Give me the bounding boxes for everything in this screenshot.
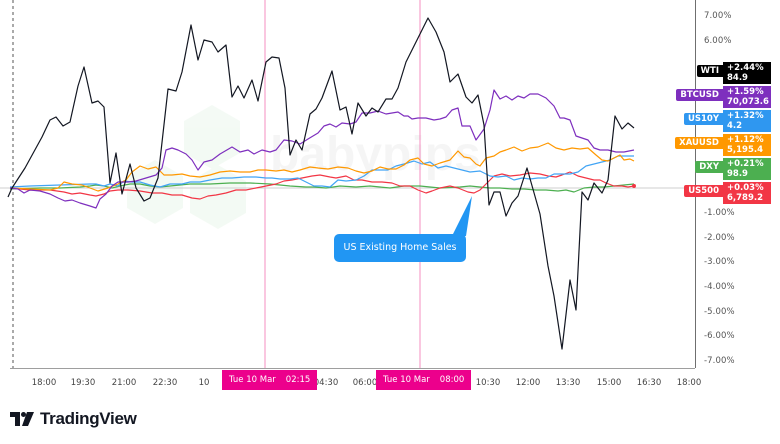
- legend-tag-symbol: US10Y: [683, 113, 723, 125]
- watermark: [127, 105, 246, 229]
- legend-tag-xauusd[interactable]: XAUUSD +1.12% 5,195.4: [675, 134, 771, 156]
- time-axis-tick: 18:00: [31, 378, 57, 388]
- price-axis-tick: -5.00%: [704, 307, 735, 317]
- price-axis-tick: -1.00%: [704, 208, 735, 218]
- legend-tag-us10y[interactable]: US10Y +1.32% 4.2: [683, 110, 771, 132]
- event-callout-us-existing-home-sales[interactable]: US Existing Home Sales: [334, 234, 466, 262]
- time-axis-tick: 21:00: [111, 378, 137, 388]
- legend-tag-change: +1.32%: [727, 111, 764, 121]
- time-axis-tick: 10:30: [475, 378, 501, 388]
- price-axis-tick: 7.00%: [704, 11, 732, 21]
- legend-tag-symbol: WTI: [696, 65, 723, 77]
- price-axis-tick: -4.00%: [704, 282, 735, 292]
- time-marker-0215: Tue 10 Mar 02:15: [222, 370, 318, 390]
- time-axis-tick: 18:00: [676, 378, 702, 388]
- legend-tag-change: +2.44%: [727, 63, 764, 73]
- series-line-us10y[interactable]: [9, 155, 634, 188]
- legend-tag-value: 84.9: [727, 73, 748, 83]
- price-axis-tick: -3.00%: [704, 257, 735, 267]
- price-axis-tick: -7.00%: [704, 356, 735, 366]
- legend-tag-wti[interactable]: WTI +2.44% 84.9: [696, 62, 771, 84]
- legend-tag-change: +1.12%: [727, 135, 764, 145]
- price-axis-tick: 6.00%: [704, 36, 732, 46]
- tradingview-logo[interactable]: TradingView: [10, 409, 137, 429]
- plot-canvas[interactable]: babypips: [0, 0, 695, 368]
- tradingview-logo-text: TradingView: [40, 409, 137, 428]
- series-line-wti[interactable]: [7, 17, 635, 350]
- time-axis-tick: 12:00: [515, 378, 541, 388]
- time-axis-tick: 19:30: [70, 378, 96, 388]
- series-line-xauusd[interactable]: [9, 142, 635, 192]
- legend-tag-us500[interactable]: US500 +0.03% 6,789.2: [684, 182, 771, 204]
- time-marker-0800: Tue 10 Mar 08:00: [376, 370, 472, 390]
- legend-tag-change: +0.21%: [727, 159, 764, 169]
- legend-tag-change: +0.03%: [727, 183, 764, 193]
- legend-tag-value: 5,195.4: [727, 145, 764, 155]
- legend-tag-symbol: XAUUSD: [675, 137, 723, 149]
- us500-last-point: [632, 184, 636, 188]
- chart-pane[interactable]: babypips US Existing Home Sales: [0, 0, 695, 368]
- time-axis-tick: 06:00: [352, 378, 378, 388]
- legend-tag-symbol: DXY: [695, 161, 723, 173]
- time-axis-tick: 10: [198, 378, 210, 388]
- legend-tag-symbol: BTCUSD: [676, 89, 723, 101]
- time-axis-tick: 16:30: [636, 378, 662, 388]
- series-line-dxy[interactable]: [9, 182, 635, 193]
- price-axis[interactable]: 7.00% 6.00% -1.00% -2.00% -3.00% -4.00% -5.00%…: [675, 0, 780, 368]
- legend-tag-value: 98.9: [727, 169, 748, 179]
- time-axis-tick: 22:30: [152, 378, 178, 388]
- tradingview-logo-icon: [10, 412, 34, 426]
- legend-tag-dxy[interactable]: DXY +0.21% 98.9: [695, 158, 771, 180]
- legend-tag-value: 6,789.2: [727, 193, 764, 203]
- series-line-btcusd[interactable]: [9, 89, 635, 209]
- time-axis-tick: 15:00: [596, 378, 622, 388]
- time-axis-tick: 04:30: [313, 378, 339, 388]
- time-axis-tick: 13:30: [555, 378, 581, 388]
- callout-pointer: [452, 196, 472, 236]
- watermark-text: babypips: [270, 128, 481, 181]
- legend-tag-value: 4.2: [727, 121, 743, 131]
- series-layer: [7, 17, 635, 350]
- time-axis[interactable]: 18:00 19:30 21:00 22:30 10 04:30 06:00 10:30 12:…: [10, 368, 701, 395]
- legend-tag-value: 70,073.6: [727, 97, 769, 107]
- price-axis-tick: -6.00%: [704, 331, 735, 341]
- legend-tag-btcusd[interactable]: BTCUSD +1.59% 70,073.6: [676, 86, 771, 108]
- legend-tag-symbol: US500: [684, 185, 723, 197]
- legend-tag-change: +1.59%: [727, 87, 764, 97]
- price-axis-tick: -2.00%: [704, 233, 735, 243]
